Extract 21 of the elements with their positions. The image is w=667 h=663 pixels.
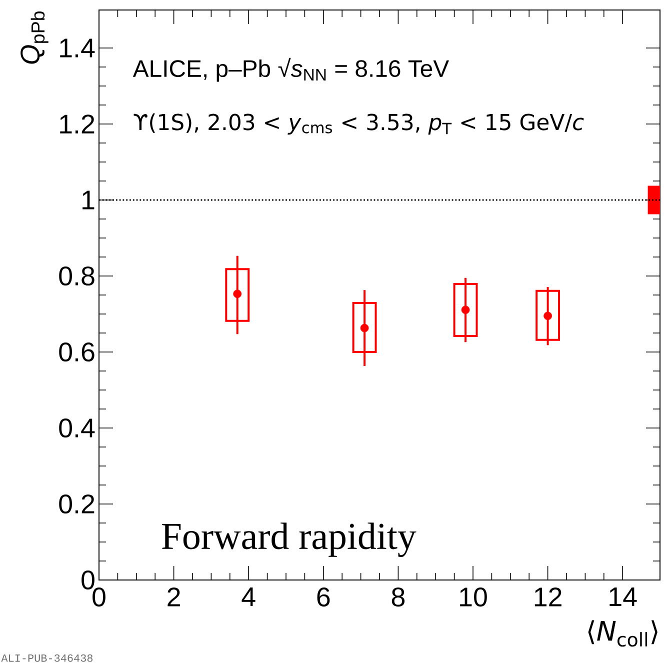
x-tick-label: 2 [168, 588, 180, 606]
y-tick-label: 0.8 [59, 266, 94, 286]
annotation: ALICE, p–Pb √s$_{NN}$ = 8.16 TeV [132, 58, 450, 82]
x-tick-label: 8 [392, 588, 405, 607]
y-tick-label: 0 [82, 570, 94, 590]
y-tick-label: 1 [82, 190, 94, 210]
x-tick-label: 14 [610, 588, 637, 606]
y-axis-title: Q$_{pPb}$ [20, 11, 48, 64]
x-tick-label: 6 [317, 588, 330, 607]
x-tick-label: 10 [460, 588, 487, 607]
annotation: ϒ(1S), 2.03 < y$_{cms}$ < 3.53, p$_{T}$ < 15 GeV/c [134, 113, 584, 135]
y-tick-label: 0.6 [59, 342, 94, 362]
text: ALI-PUB-346438 [1, 654, 93, 662]
y-tick-label: 1.2 [60, 114, 94, 134]
y-tick-label: 1.4 [60, 38, 95, 58]
x-axis-title: ⟨N$_{coll}$⟩ [588, 620, 658, 647]
x-tick-label: 12 [534, 588, 562, 606]
y-tick-label: 0.4 [59, 418, 95, 438]
y-tick-label: 0.2 [59, 494, 94, 514]
annotation: Forward rapidity [162, 522, 416, 558]
x-tick-label: 4 [242, 588, 256, 606]
